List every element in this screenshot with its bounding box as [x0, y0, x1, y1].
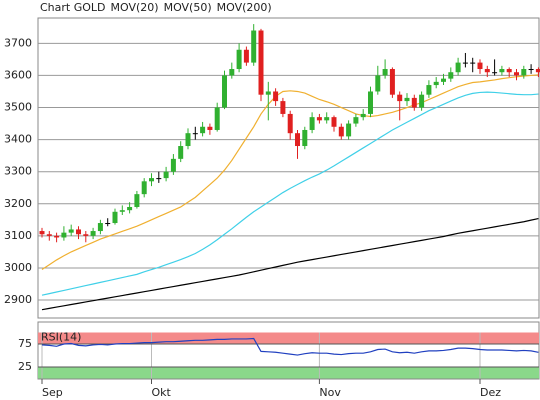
candle-body	[280, 101, 286, 114]
candle-body	[222, 75, 227, 108]
candle-body	[368, 91, 373, 114]
candle-body	[477, 62, 483, 70]
candle-body	[141, 181, 147, 195]
moving-average-line	[41, 217, 539, 311]
candle-body	[309, 117, 315, 130]
candle-body	[97, 223, 103, 232]
candle-body	[243, 49, 249, 63]
candle-body	[207, 126, 213, 130]
candle-body	[54, 235, 60, 238]
x-tick-label: Sep	[42, 386, 63, 399]
candle-body	[462, 62, 468, 64]
candle-body	[302, 129, 308, 147]
candle-body	[353, 117, 359, 124]
candle-body	[521, 69, 527, 76]
candle-body	[514, 72, 519, 76]
moving-average-line	[41, 91, 539, 296]
x-tick-label: Okt	[152, 386, 172, 399]
candle-body	[149, 178, 154, 182]
candle-body	[134, 194, 140, 207]
candle-body	[492, 72, 498, 74]
y-tick-label: 75	[18, 337, 32, 350]
x-tick-label: Dez	[480, 386, 501, 399]
chart-title: Chart GOLD	[40, 1, 106, 14]
candle-body	[346, 123, 352, 137]
candle-body	[433, 81, 439, 86]
candle-body	[484, 69, 490, 73]
candle-body	[90, 231, 96, 236]
candle-body	[448, 72, 454, 79]
y-tick-label: 3400	[4, 133, 32, 146]
y-tick-label: 25	[18, 360, 32, 373]
rsi-line	[41, 337, 539, 356]
candle-body	[506, 69, 512, 73]
candle-body	[338, 126, 344, 137]
candle-body	[83, 234, 89, 236]
candle-body	[382, 69, 388, 76]
candle-body	[265, 91, 271, 95]
legend-entry: MOV(20)	[111, 1, 159, 14]
candle-body	[324, 117, 330, 121]
candle-body	[214, 107, 220, 130]
candle-body	[419, 94, 425, 108]
legend-entry: MOV(50)	[164, 1, 212, 14]
candle-body	[411, 97, 417, 108]
candle-body	[68, 229, 74, 233]
candle-body	[229, 69, 235, 76]
candle-body	[127, 206, 133, 211]
candle-body	[200, 126, 206, 134]
candle-body	[295, 133, 300, 147]
rsi-title: RSI(14)	[41, 331, 81, 344]
x-tick-label: Nov	[319, 386, 341, 399]
candle-body	[535, 69, 540, 73]
candle-body	[331, 117, 337, 127]
candle-body	[236, 49, 242, 70]
candle-body	[287, 113, 293, 134]
candle-body	[178, 146, 184, 159]
candle-body	[170, 158, 176, 172]
candle-body	[426, 85, 432, 95]
candle-body	[185, 133, 191, 147]
y-tick-label: 3200	[4, 197, 32, 210]
candle-body	[163, 171, 169, 179]
candle-body	[61, 232, 67, 238]
y-tick-label: 3300	[4, 165, 32, 178]
upper-band	[38, 332, 539, 344]
candle-body	[105, 223, 111, 225]
y-tick-label: 3600	[4, 68, 32, 81]
candle-body	[360, 113, 366, 118]
legend-entry: MOV(200)	[217, 1, 272, 14]
y-tick-label: 3000	[4, 261, 32, 274]
y-tick-label: 3100	[4, 229, 32, 242]
candle-body	[273, 91, 279, 102]
candle-body	[441, 78, 446, 82]
candle-body	[76, 229, 81, 235]
candle-body	[470, 62, 476, 64]
lower-band	[38, 367, 539, 379]
candle-body	[156, 178, 162, 180]
candle-body	[404, 97, 410, 102]
candle-body	[119, 210, 125, 212]
y-tick-label: 3700	[4, 36, 32, 49]
candle-body	[39, 231, 45, 235]
candle-body	[389, 69, 395, 95]
candle-body	[499, 69, 505, 73]
candle-body	[258, 30, 264, 95]
candle-body	[528, 69, 534, 71]
candle-body	[375, 75, 381, 92]
candle-body	[112, 211, 118, 224]
candle-body	[251, 30, 257, 63]
moving-average-line	[41, 74, 539, 271]
candle-body	[192, 133, 198, 135]
candle-body	[316, 117, 322, 121]
y-tick-label: 3500	[4, 101, 32, 114]
y-tick-label: 2900	[4, 293, 32, 306]
candle-body	[455, 62, 461, 73]
candle-body	[397, 94, 403, 102]
candle-body	[46, 234, 52, 236]
